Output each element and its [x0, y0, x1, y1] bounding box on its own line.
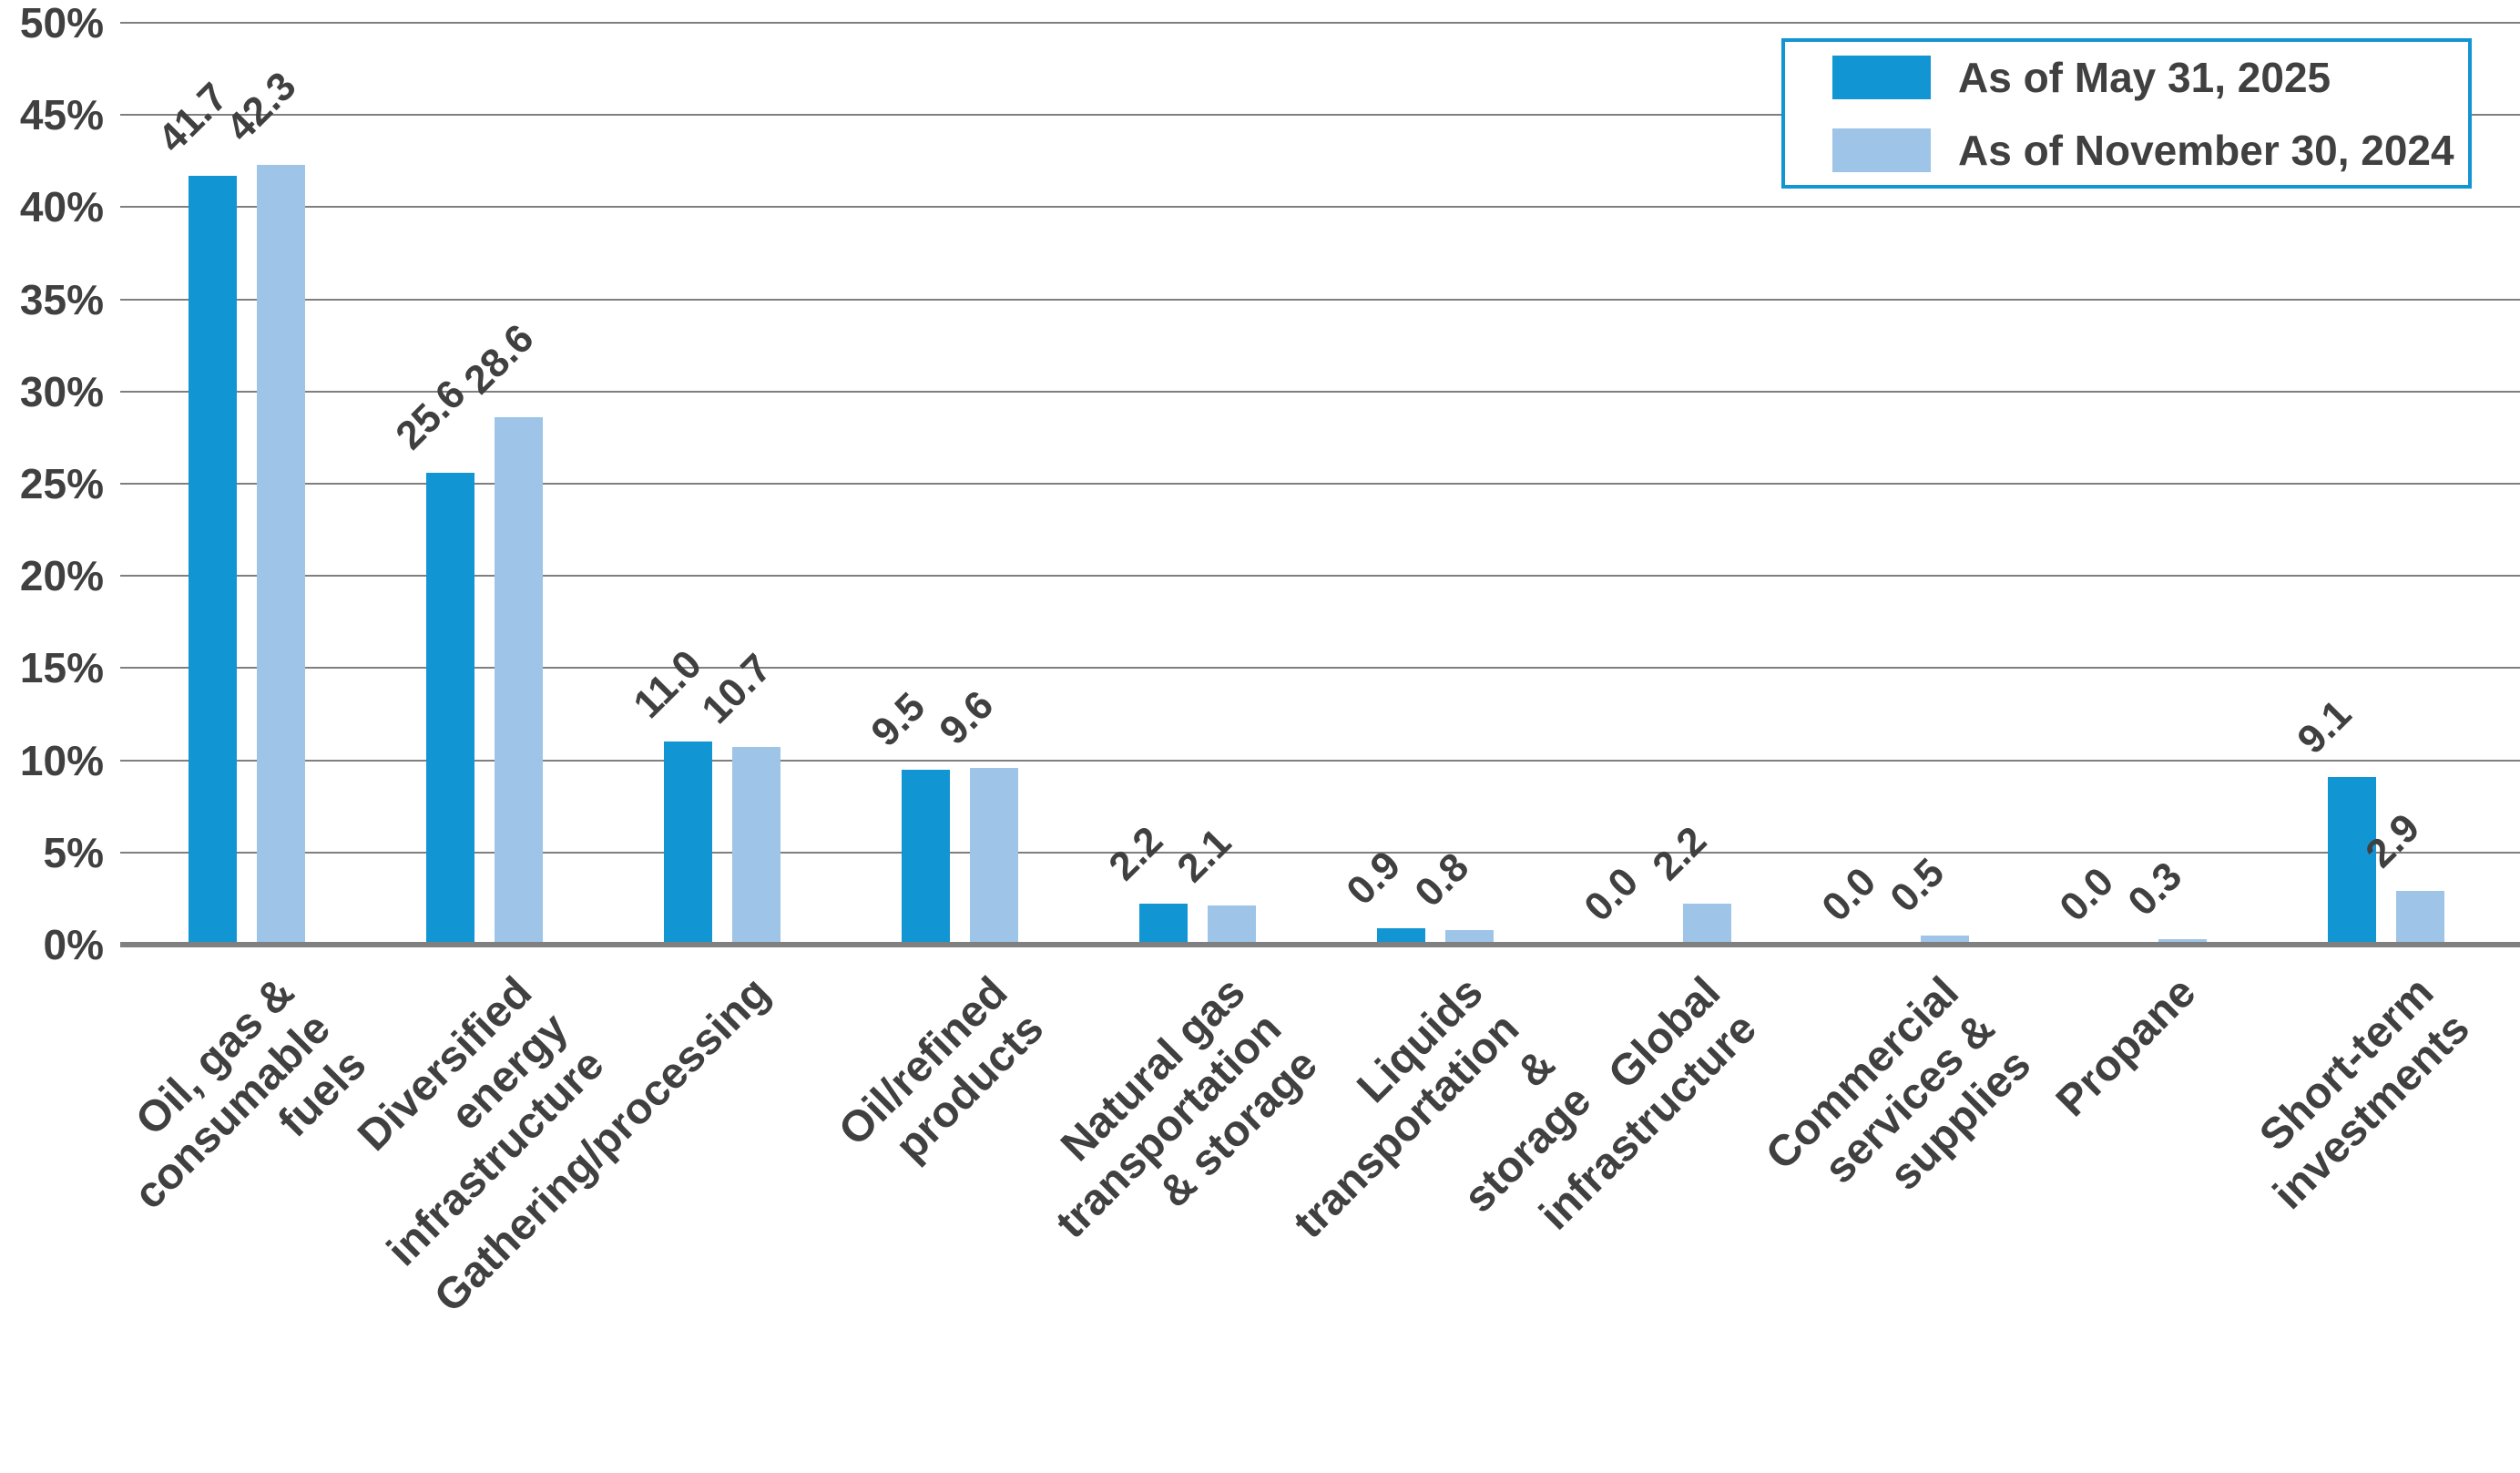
legend-item-november-2024: As of November 30, 2024: [1832, 126, 2468, 175]
bar-may2025: [663, 742, 712, 945]
bar-may2025: [901, 769, 950, 945]
value-label: 0.8: [1405, 844, 1477, 916]
value-label: 9.6: [930, 681, 1002, 753]
bar-nov2024: [969, 767, 1018, 945]
x-category-label: Commercial services & supplies: [1756, 967, 2040, 1201]
value-label: 0.0: [2050, 859, 2122, 930]
gridline-45%: [120, 114, 2520, 117]
legend-swatch-may-2025: [1832, 55, 1931, 99]
y-tick-label-35%: 35%: [19, 275, 104, 323]
value-label: 0.0: [1575, 859, 1647, 930]
bar-may2025: [425, 472, 474, 945]
y-tick-label-0%: 0%: [43, 921, 104, 968]
value-label: 0.5: [1881, 849, 1953, 921]
bar-may2025: [2327, 776, 2376, 945]
gridline-30%: [120, 390, 2520, 393]
value-label: 11.0: [624, 641, 710, 728]
bar-may2025: [1376, 927, 1425, 945]
y-tick-label-45%: 45%: [19, 91, 104, 139]
gridline-5%: [120, 851, 2520, 854]
y-tick-label-5%: 5%: [43, 828, 104, 876]
y-tick-label-10%: 10%: [19, 736, 104, 784]
gridline-40%: [120, 206, 2520, 209]
bar-nov2024: [1444, 929, 1494, 945]
y-tick-label-20%: 20%: [19, 552, 104, 600]
bar-nov2024: [1920, 935, 1969, 945]
value-label: 2.2: [1643, 818, 1715, 890]
legend-item-may-2025: As of May 31, 2025: [1832, 53, 2468, 102]
bar-nov2024: [731, 747, 780, 945]
y-tick-label-30%: 30%: [19, 367, 104, 415]
gridline-25%: [120, 483, 2520, 485]
y-tick-label-25%: 25%: [19, 460, 104, 507]
bar-nov2024: [1682, 904, 1731, 945]
y-tick-label-50%: 50%: [19, 0, 104, 46]
gridline-10%: [120, 759, 2520, 762]
bar-may2025: [188, 175, 237, 945]
gridline-15%: [120, 667, 2520, 670]
bar-nov2024: [2395, 891, 2444, 945]
value-label: 42.3: [217, 63, 305, 150]
gridline-20%: [120, 575, 2520, 578]
bar-nov2024: [1207, 905, 1256, 945]
gridline-50%: [120, 22, 2520, 24]
value-label: 0.9: [1337, 842, 1409, 914]
legend-swatch-november-2024: [1832, 128, 1931, 172]
bar-may2025: [1138, 904, 1188, 945]
x-category-label: Diversified energy infrastructure: [349, 967, 614, 1276]
x-category-label: Oil/refined products: [830, 967, 1054, 1171]
value-label: 0.3: [2118, 854, 2190, 925]
legend: As of May 31, 2025 As of November 30, 20…: [1781, 38, 2472, 189]
gridline-35%: [120, 298, 2520, 301]
value-label: 10.7: [692, 646, 780, 733]
value-label: 2.1: [1168, 820, 1240, 892]
x-category-label: Propane: [2047, 967, 2206, 1126]
bar-nov2024: [494, 417, 543, 945]
bar-nov2024: [256, 164, 305, 945]
value-label: 2.2: [1099, 818, 1171, 890]
legend-label-november-2024: As of November 30, 2024: [1958, 126, 2454, 174]
x-category-label: Natural gas transportation & storage: [1046, 967, 1327, 1248]
legend-label-may-2025: As of May 31, 2025: [1958, 53, 2331, 101]
y-tick-label-40%: 40%: [19, 183, 104, 231]
value-label: 9.5: [862, 683, 934, 755]
x-axis-line: [120, 942, 2520, 947]
bar-nov2024: [2158, 938, 2207, 945]
value-label: 0.0: [1812, 859, 1884, 930]
y-tick-label-15%: 15%: [19, 644, 104, 692]
x-category-label: Oil, gas & consumable fuels: [125, 967, 376, 1219]
value-label: 25.6: [386, 371, 474, 458]
x-category-label: Short-term investments: [2250, 967, 2480, 1219]
value-label: 9.1: [2288, 690, 2360, 762]
